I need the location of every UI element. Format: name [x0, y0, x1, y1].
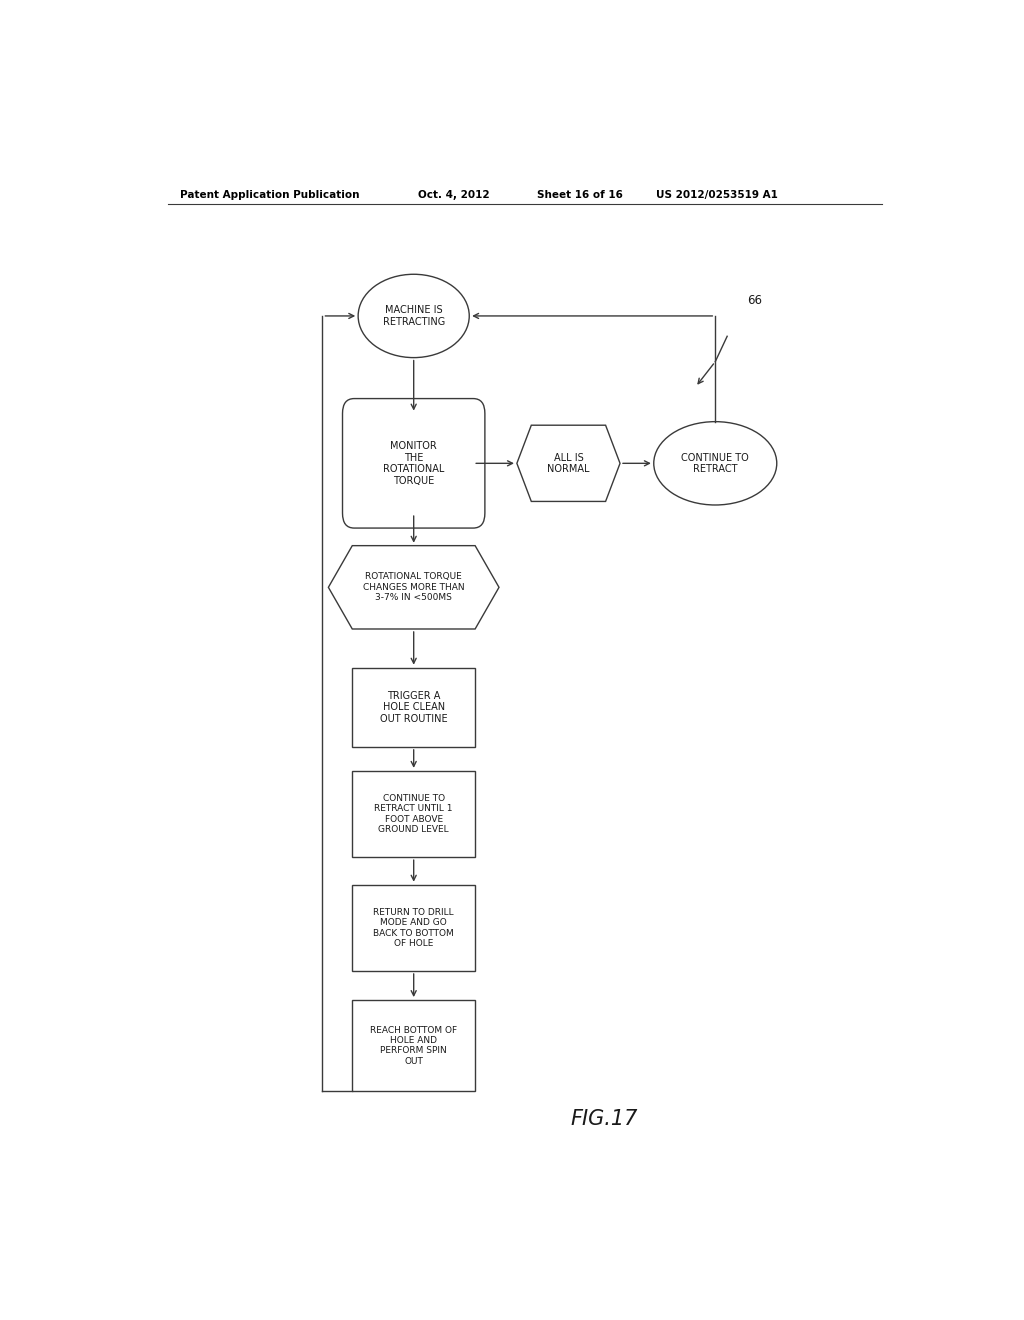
Text: CONTINUE TO
RETRACT UNTIL 1
FOOT ABOVE
GROUND LEVEL: CONTINUE TO RETRACT UNTIL 1 FOOT ABOVE G…	[375, 793, 453, 834]
Text: TRIGGER A
HOLE CLEAN
OUT ROUTINE: TRIGGER A HOLE CLEAN OUT ROUTINE	[380, 690, 447, 723]
Bar	[352, 1001, 475, 1092]
Text: FIG.17: FIG.17	[570, 1109, 638, 1129]
Text: ALL IS
NORMAL: ALL IS NORMAL	[547, 453, 590, 474]
Text: Patent Application Publication: Patent Application Publication	[179, 190, 359, 201]
Text: MACHINE IS
RETRACTING: MACHINE IS RETRACTING	[383, 305, 444, 327]
Text: Oct. 4, 2012: Oct. 4, 2012	[418, 190, 489, 201]
Text: 66: 66	[748, 294, 763, 308]
Bar	[352, 884, 475, 972]
Text: CONTINUE TO
RETRACT: CONTINUE TO RETRACT	[681, 453, 750, 474]
Bar	[352, 771, 475, 857]
Text: Sheet 16 of 16: Sheet 16 of 16	[537, 190, 623, 201]
Text: RETURN TO DRILL
MODE AND GO
BACK TO BOTTOM
OF HOLE: RETURN TO DRILL MODE AND GO BACK TO BOTT…	[374, 908, 454, 948]
Text: US 2012/0253519 A1: US 2012/0253519 A1	[655, 190, 777, 201]
Text: REACH BOTTOM OF
HOLE AND
PERFORM SPIN
OUT: REACH BOTTOM OF HOLE AND PERFORM SPIN OU…	[370, 1026, 458, 1065]
Bar	[352, 668, 475, 747]
Text: ROTATIONAL TORQUE
CHANGES MORE THAN
3-7% IN <500MS: ROTATIONAL TORQUE CHANGES MORE THAN 3-7%…	[362, 573, 465, 602]
Text: MONITOR
THE
ROTATIONAL
TORQUE: MONITOR THE ROTATIONAL TORQUE	[383, 441, 444, 486]
